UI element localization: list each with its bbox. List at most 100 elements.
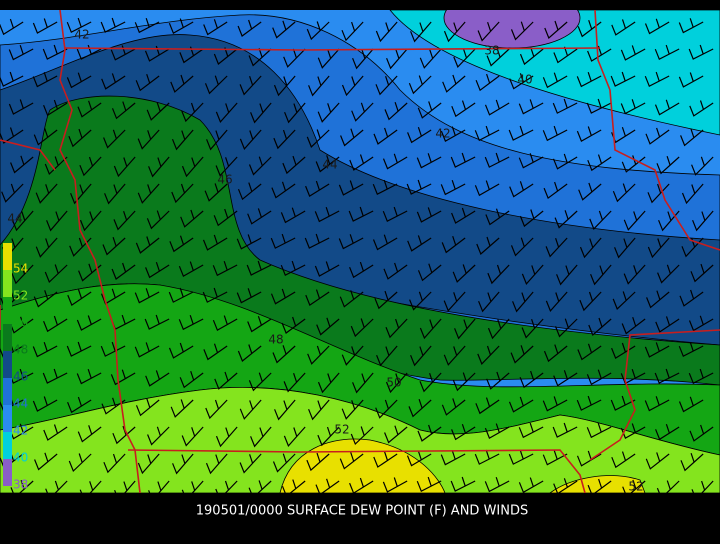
wind-barb xyxy=(554,210,578,229)
wind-barb xyxy=(373,451,398,468)
wind-barb xyxy=(349,261,374,279)
wind-barb xyxy=(101,397,126,415)
wind-barb xyxy=(375,21,398,43)
wind-barb xyxy=(552,153,578,170)
wind-barb xyxy=(544,20,568,40)
wind-barb xyxy=(181,156,204,178)
wind-barb xyxy=(281,316,306,334)
wind-barb xyxy=(484,477,510,493)
contour-label: 40 xyxy=(517,73,532,87)
wind-barb xyxy=(78,263,102,282)
wind-barb xyxy=(552,98,578,114)
wind-barb xyxy=(170,74,194,93)
wind-barb xyxy=(588,317,612,337)
wind-barb xyxy=(308,399,330,421)
wind-barb xyxy=(646,290,670,309)
wind-barb xyxy=(385,372,408,394)
wind-barb xyxy=(351,102,374,122)
wind-barb xyxy=(179,371,204,389)
wind-barb xyxy=(553,370,578,387)
wind-barb xyxy=(577,20,602,38)
border xyxy=(64,47,601,51)
wind-barb xyxy=(46,210,68,232)
wind-barb xyxy=(688,368,714,385)
wind-barb xyxy=(32,18,58,34)
legend-swatch xyxy=(3,243,12,270)
wind-barb xyxy=(689,424,714,442)
wind-barb xyxy=(487,264,510,285)
wind-barb xyxy=(644,71,670,88)
wind-barb xyxy=(645,452,670,470)
wind-barb xyxy=(654,44,680,61)
contour-label: 44 xyxy=(322,158,337,172)
wind-barb xyxy=(519,370,544,389)
wind-barb xyxy=(579,237,602,259)
wind-barb xyxy=(678,341,704,358)
wind-barb xyxy=(678,72,704,88)
wind-barb xyxy=(76,315,102,331)
wind-barb xyxy=(554,318,578,338)
wind-barb xyxy=(454,318,476,340)
wind-barb xyxy=(375,399,398,419)
contour-label: 52 xyxy=(334,423,349,437)
wind-barb xyxy=(317,426,340,447)
wind-barb xyxy=(341,75,364,97)
wind-barb xyxy=(542,125,568,142)
wind-barb xyxy=(10,155,34,174)
legend-label: 52 xyxy=(13,289,28,303)
wind-barb xyxy=(147,426,170,446)
legend-swatch xyxy=(3,378,12,405)
legend-label: 54 xyxy=(13,262,28,276)
legend-swatch xyxy=(3,432,12,459)
wind-barb xyxy=(576,450,602,467)
wind-barb xyxy=(518,422,544,439)
wind-barb xyxy=(280,260,306,277)
wind-barb xyxy=(305,289,330,307)
wind-barb xyxy=(171,129,194,151)
wind-barb xyxy=(406,179,432,195)
wind-barb xyxy=(270,233,296,249)
wind-barb xyxy=(476,236,500,256)
wind-barb xyxy=(453,48,476,68)
wind-barb xyxy=(416,153,442,169)
wind-barb xyxy=(70,183,92,205)
wind-barb xyxy=(102,237,126,256)
wind-barb xyxy=(647,237,670,259)
wind-barb xyxy=(586,98,612,114)
wind-barb xyxy=(113,156,136,178)
legend-label: 40 xyxy=(13,451,28,465)
wind-barb xyxy=(610,395,636,411)
wind-barb xyxy=(452,372,476,392)
legend-label: 48 xyxy=(13,343,28,357)
wind-barb xyxy=(248,156,272,176)
wind-barb xyxy=(409,291,432,311)
wind-barb xyxy=(76,44,102,60)
wind-barb xyxy=(281,479,306,493)
wind-barb xyxy=(579,291,602,312)
wind-barb xyxy=(283,372,306,393)
wind-barb xyxy=(236,234,262,250)
wind-barb xyxy=(307,345,330,365)
wind-barb xyxy=(484,423,510,439)
wind-barb xyxy=(179,46,204,64)
wind-barb xyxy=(317,102,340,123)
legend-swatch xyxy=(3,351,12,378)
wind-barb xyxy=(590,264,612,286)
wind-barb xyxy=(374,290,398,310)
wind-barb xyxy=(543,181,568,200)
wind-barb xyxy=(205,453,228,475)
wind-barb xyxy=(620,45,646,61)
wind-barb xyxy=(306,129,330,148)
wind-barb xyxy=(8,99,34,115)
wind-barb xyxy=(474,125,500,142)
wind-barb xyxy=(372,234,398,251)
wind-barb xyxy=(487,318,510,340)
wind-barb xyxy=(576,395,602,411)
wind-barb xyxy=(385,318,408,339)
state-borders xyxy=(0,10,720,493)
wind-barb xyxy=(542,450,568,466)
wind-barb xyxy=(508,125,534,141)
legend-label: 44 xyxy=(13,397,28,411)
wind-barb xyxy=(486,48,510,67)
